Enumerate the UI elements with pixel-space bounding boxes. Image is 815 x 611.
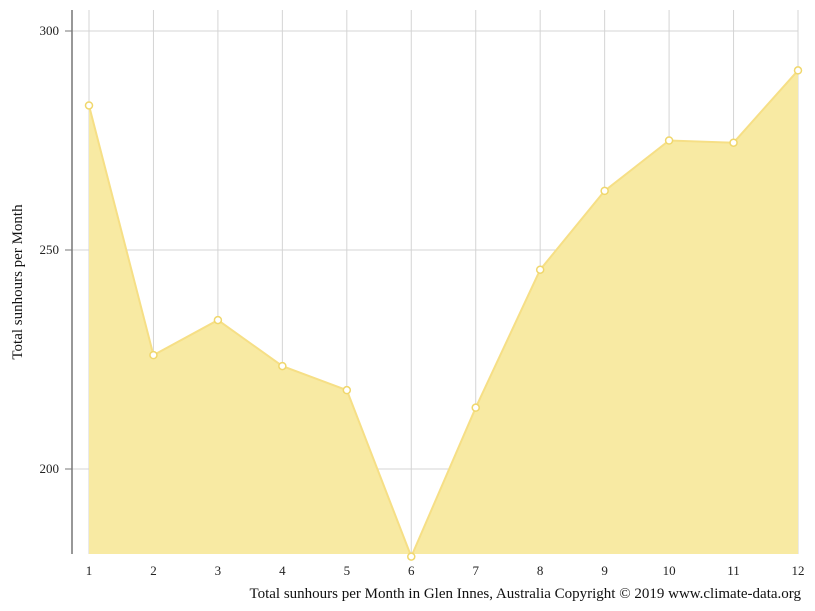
x-tick-label: 12: [792, 563, 805, 578]
data-point: [664, 136, 674, 145]
x-tick-label: 6: [408, 563, 415, 578]
data-point: [793, 66, 803, 75]
y-tick-label: 300: [40, 23, 60, 38]
data-point: [471, 403, 480, 412]
data-point: [213, 315, 223, 325]
x-tick-label: 8: [537, 563, 544, 578]
x-tick-label: 9: [601, 563, 608, 578]
data-point: [729, 138, 738, 147]
data-point: [407, 552, 416, 561]
data-point: [84, 101, 94, 110]
x-tick-label: 11: [727, 563, 740, 578]
area-fill: [89, 70, 798, 557]
x-tick-label: 1: [86, 563, 93, 578]
data-markers: [84, 66, 803, 561]
x-tick-label: 7: [472, 563, 479, 578]
axes: [65, 10, 73, 554]
data-point: [342, 385, 352, 395]
chart-caption: Total sunhours per Month in Glen Innes, …: [249, 586, 801, 602]
y-tick-label: 200: [40, 461, 60, 476]
data-point: [149, 350, 158, 360]
x-tick-label: 5: [344, 563, 351, 578]
x-tick-label: 3: [215, 563, 222, 578]
x-tick-label: 10: [663, 563, 676, 578]
data-point: [600, 186, 609, 196]
data-point: [535, 265, 545, 274]
x-tick-label: 4: [279, 563, 286, 578]
x-tick-label: 2: [150, 563, 157, 578]
y-tick-label: 250: [40, 242, 60, 257]
y-axis-title: Total sunhours per Month: [10, 204, 26, 360]
area-series: [88, 69, 799, 560]
data-point: [278, 361, 287, 371]
series-line: [88, 69, 799, 560]
